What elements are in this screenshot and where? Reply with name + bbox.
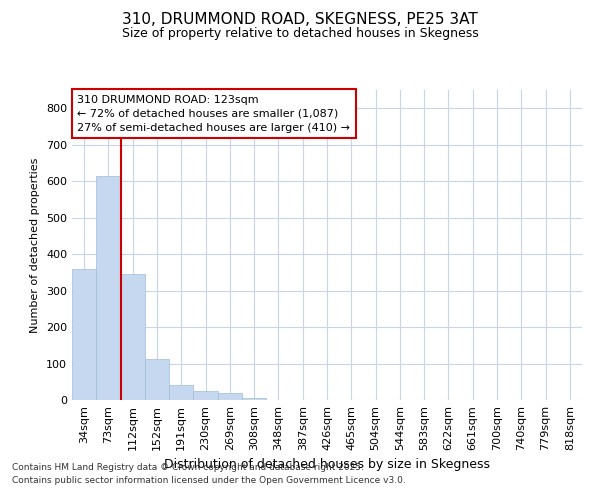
Bar: [145, 359, 169, 400]
Bar: [242, 398, 266, 400]
Bar: [72, 268, 96, 400]
X-axis label: Distribution of detached houses by size in Skegness: Distribution of detached houses by size …: [164, 458, 490, 471]
Bar: [193, 391, 218, 400]
Text: 310, DRUMMOND ROAD, SKEGNESS, PE25 3AT: 310, DRUMMOND ROAD, SKEGNESS, PE25 3AT: [122, 12, 478, 28]
Text: Size of property relative to detached houses in Skegness: Size of property relative to detached ho…: [122, 28, 478, 40]
Bar: [96, 176, 121, 400]
Text: Contains public sector information licensed under the Open Government Licence v3: Contains public sector information licen…: [12, 476, 406, 485]
Bar: [218, 394, 242, 400]
Text: 310 DRUMMOND ROAD: 123sqm
← 72% of detached houses are smaller (1,087)
27% of se: 310 DRUMMOND ROAD: 123sqm ← 72% of detac…: [77, 94, 350, 132]
Text: Contains HM Land Registry data © Crown copyright and database right 2025.: Contains HM Land Registry data © Crown c…: [12, 464, 364, 472]
Y-axis label: Number of detached properties: Number of detached properties: [31, 158, 40, 332]
Bar: [169, 384, 193, 400]
Bar: [121, 274, 145, 400]
